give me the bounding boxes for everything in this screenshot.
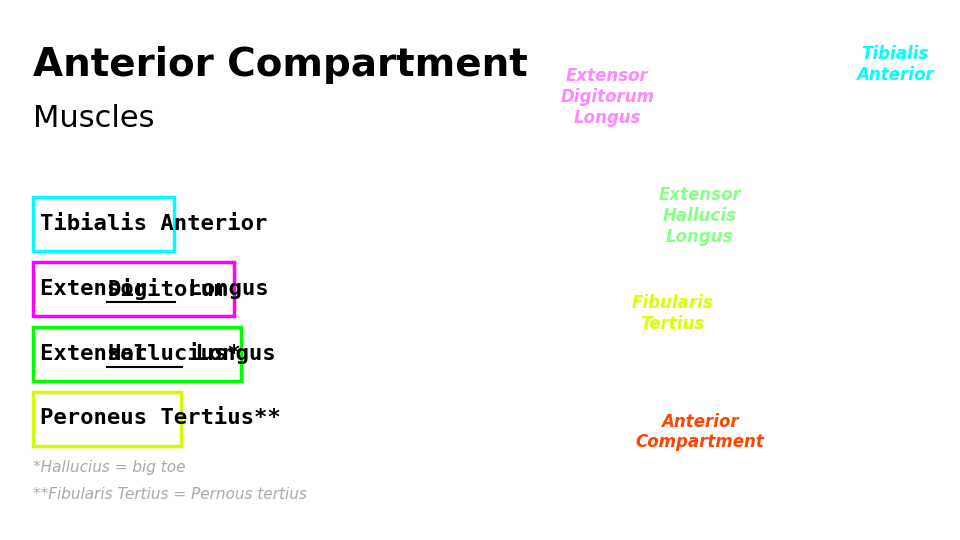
Text: **Fibularis Tertius = Pernous tertius: **Fibularis Tertius = Pernous tertius: [34, 487, 307, 502]
FancyBboxPatch shape: [34, 262, 234, 316]
FancyBboxPatch shape: [34, 197, 174, 251]
Text: Tibialis
Anterior: Tibialis Anterior: [856, 45, 934, 84]
Text: Longus: Longus: [175, 279, 269, 299]
Text: Anterior Compartment: Anterior Compartment: [34, 46, 528, 84]
Text: *Hallucius = big toe: *Hallucius = big toe: [34, 460, 186, 475]
Text: Longus: Longus: [182, 343, 276, 364]
FancyBboxPatch shape: [34, 327, 241, 381]
Text: Tibialis Anterior: Tibialis Anterior: [39, 214, 267, 234]
Text: Anterior
Compartment: Anterior Compartment: [636, 413, 764, 451]
Text: Extensor: Extensor: [39, 279, 160, 299]
Text: Hallucius*: Hallucius*: [108, 343, 241, 364]
Text: Fibularis
Tertius: Fibularis Tertius: [632, 294, 713, 333]
Text: Extensor
Digitorum
Longus: Extensor Digitorum Longus: [561, 68, 655, 127]
Text: Extensor
Hallucis
Longus: Extensor Hallucis Longus: [659, 186, 741, 246]
Text: Peroneus Tertius**: Peroneus Tertius**: [39, 408, 280, 429]
FancyBboxPatch shape: [34, 392, 181, 446]
Text: Muscles: Muscles: [34, 104, 155, 133]
Text: Digitorum: Digitorum: [108, 278, 228, 300]
Text: Extensor: Extensor: [39, 343, 160, 364]
